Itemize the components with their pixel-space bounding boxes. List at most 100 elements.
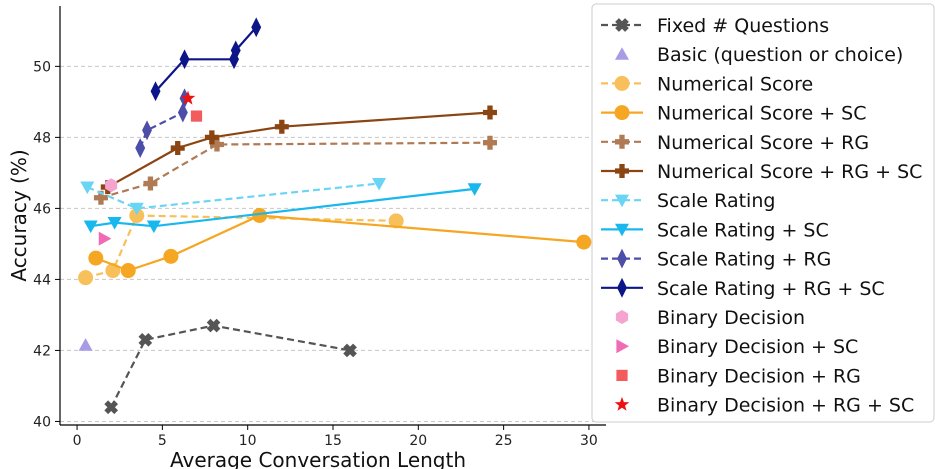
legend-entry: Basic (question or choice) — [615, 44, 903, 66]
data-point — [138, 332, 153, 347]
data-point — [204, 130, 219, 145]
data-point — [614, 105, 630, 121]
legend-entry: Binary Decision + RG — [616, 365, 861, 387]
legend: Fixed # Questions Basic (question or choi… — [591, 3, 935, 423]
legend-entry: Binary Decision — [615, 307, 805, 329]
data-point — [616, 369, 628, 381]
legend-label: Scale Rating — [657, 190, 775, 212]
series — [78, 208, 404, 286]
data-point — [180, 90, 196, 105]
data-point — [206, 318, 221, 333]
data-point — [617, 277, 627, 298]
data-point — [230, 40, 241, 61]
data-point — [104, 400, 119, 415]
data-point — [190, 110, 203, 122]
data-point — [98, 231, 112, 246]
x-tick-label: 30 — [580, 433, 598, 449]
legend-entry: Scale Rating + RG — [601, 249, 831, 271]
series — [105, 178, 118, 193]
data-point — [343, 343, 357, 358]
plot-area — [78, 17, 592, 415]
legend-entry: Binary Decision + SC — [616, 336, 858, 358]
x-tick-label: 10 — [239, 433, 257, 449]
x-tick-label: 15 — [324, 433, 342, 449]
series — [104, 318, 357, 415]
data-point — [80, 181, 95, 195]
data-point — [614, 396, 630, 411]
gridlines — [60, 65, 606, 422]
legend-entry: Numerical Score + RG + SC — [601, 161, 922, 183]
legend-label: Numerical Score — [657, 73, 813, 95]
legend-label: Fixed # Questions — [657, 15, 829, 37]
legend-entry: Scale Rating + RG + SC — [601, 278, 885, 300]
legend-entry: Numerical Score + SC — [601, 103, 867, 125]
data-point — [146, 220, 161, 234]
data-point — [482, 105, 497, 120]
legend-label: Basic (question or choice) — [657, 44, 903, 66]
data-point — [388, 213, 404, 229]
data-point — [93, 190, 108, 205]
x-tick-label: 5 — [158, 433, 167, 449]
data-point — [170, 141, 185, 156]
legend-entry: Numerical Score + RG — [601, 132, 869, 154]
legend-entry: Numerical Score — [601, 73, 813, 95]
series — [150, 17, 262, 102]
data-point — [143, 176, 158, 191]
legend-label: Scale Rating + SC — [657, 219, 829, 241]
y-tick-label: 46 — [33, 201, 51, 217]
data-point — [614, 75, 630, 91]
data-point — [576, 234, 592, 250]
data-point — [615, 223, 629, 237]
data-point — [88, 250, 104, 266]
data-point — [83, 220, 98, 234]
series — [88, 208, 592, 279]
data-point — [251, 17, 262, 38]
legend-label: Numerical Score + SC — [657, 103, 867, 125]
data-point — [177, 102, 188, 123]
y-tick-label: 42 — [33, 343, 51, 359]
data-point — [467, 183, 482, 196]
data-point — [135, 138, 146, 158]
legend-label: Numerical Score + RG — [657, 132, 869, 154]
data-point — [163, 248, 179, 264]
series — [78, 338, 93, 351]
data-point — [142, 120, 152, 141]
series-line — [90, 187, 475, 228]
legend-entry: Scale Rating + SC — [601, 219, 829, 241]
data-point — [209, 137, 224, 152]
series-line — [110, 324, 351, 408]
data-point — [616, 339, 629, 354]
legend-label: Scale Rating + RG — [657, 249, 831, 271]
legend-entry: Binary Decision + RG + SC — [614, 395, 914, 417]
data-point — [105, 178, 118, 193]
data-point — [372, 177, 387, 191]
data-point — [615, 47, 629, 60]
legend-frame — [591, 3, 935, 423]
series — [100, 105, 497, 195]
x-tick-label: 25 — [495, 433, 513, 449]
series-line — [100, 141, 491, 199]
data-point — [615, 164, 629, 178]
y-axis-label: Accuracy (%) — [7, 149, 31, 281]
series — [135, 88, 190, 158]
data-point — [78, 270, 94, 286]
data-point — [78, 338, 93, 351]
x-tick-label: 20 — [409, 433, 427, 449]
data-point — [150, 81, 161, 102]
y-tick-label: 50 — [33, 59, 51, 75]
series — [83, 183, 482, 234]
series-line — [86, 182, 380, 210]
legend-label: Binary Decision + SC — [657, 336, 858, 358]
data-point — [615, 194, 629, 208]
data-point — [179, 49, 190, 70]
series — [190, 110, 203, 122]
data-point — [615, 134, 629, 149]
data-point — [615, 18, 629, 32]
y-tick-label: 44 — [33, 272, 51, 288]
data-point — [274, 119, 289, 134]
legend-entry: Fixed # Questions — [601, 15, 829, 37]
series — [180, 90, 196, 105]
legend-label: Scale Rating + RG + SC — [657, 278, 885, 300]
series — [93, 135, 497, 205]
